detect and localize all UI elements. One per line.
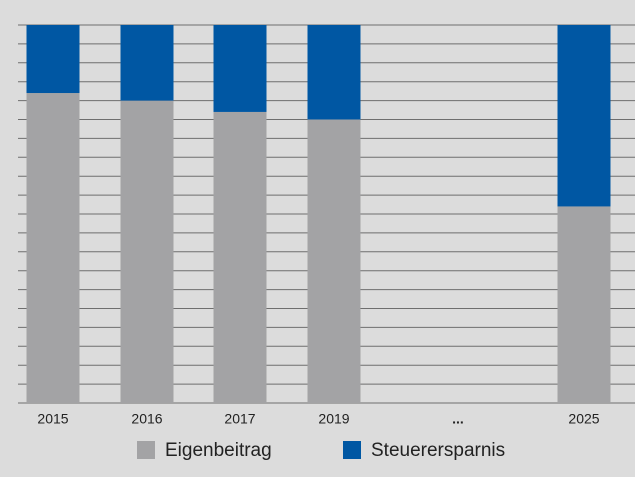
legend-label: Eigenbeitrag [165, 440, 272, 461]
x-tick-label: 2015 [37, 411, 68, 427]
legend-swatch [343, 441, 361, 459]
x-tick-label: 2017 [224, 411, 255, 427]
bar-segment [120, 25, 174, 101]
x-tick-label: 2019 [318, 411, 349, 427]
bar-segment [213, 111, 267, 403]
bar-segment [26, 93, 80, 403]
legend-swatch [137, 441, 155, 459]
bar-segment [26, 25, 80, 94]
bar-segment [120, 100, 174, 403]
bar-segment [307, 25, 361, 120]
bar-segment [213, 25, 267, 112]
x-tick-label: 2025 [568, 411, 599, 427]
bar-segment [557, 206, 611, 403]
x-tick-label: 2016 [131, 411, 162, 427]
bar-segment [307, 119, 361, 403]
bar-segment [557, 25, 611, 207]
x-tick-label: ... [452, 411, 464, 427]
legend-label: Steuerersparnis [371, 440, 505, 461]
